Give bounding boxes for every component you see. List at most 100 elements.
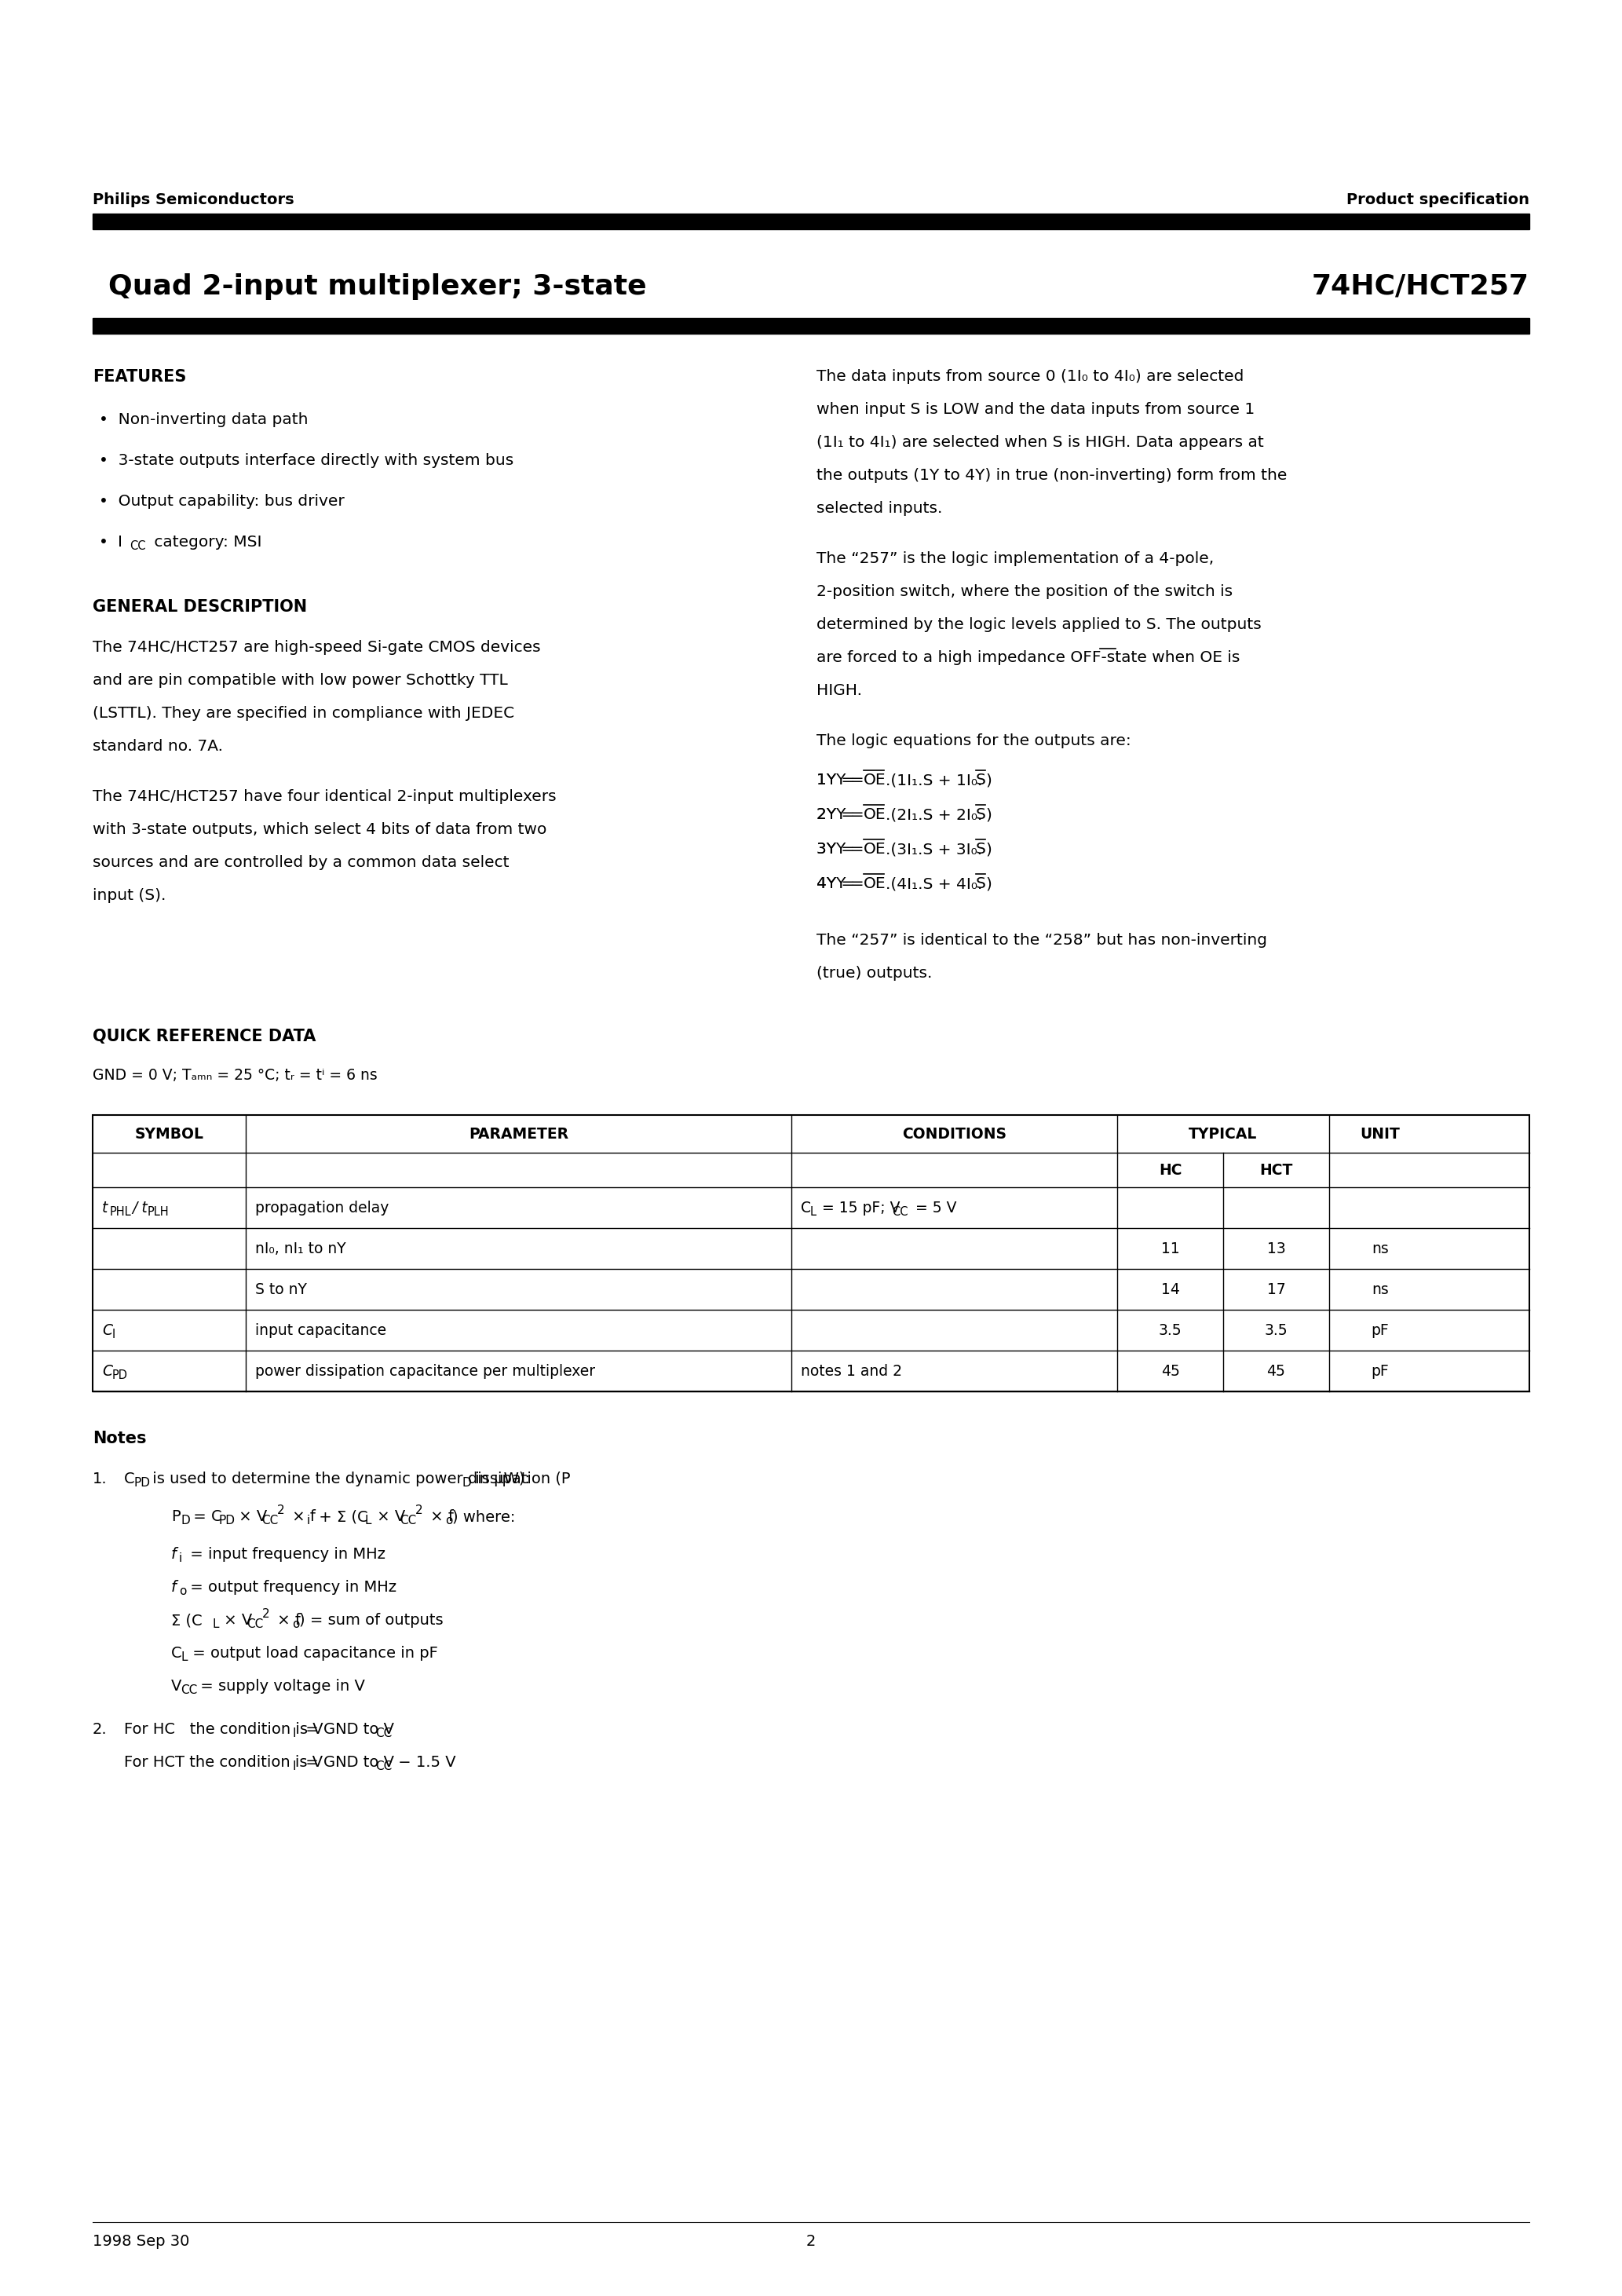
- Text: CC: CC: [375, 1727, 393, 1740]
- Text: PARAMETER: PARAMETER: [469, 1127, 568, 1141]
- Text: category: MSI: category: MSI: [149, 535, 261, 549]
- Text: PD: PD: [219, 1515, 235, 1527]
- Text: •  Output capability: bus driver: • Output capability: bus driver: [99, 494, 344, 510]
- Text: S: S: [976, 774, 986, 788]
- Text: = GND to V: = GND to V: [300, 1754, 394, 1770]
- Text: 2-position switch, where the position of the switch is: 2-position switch, where the position of…: [816, 583, 1233, 599]
- Text: S to nY: S to nY: [255, 1281, 307, 1297]
- Text: i: i: [178, 1552, 182, 1564]
- Text: 14: 14: [1161, 1281, 1179, 1297]
- Text: .(1I₁.S + 1I₀.: .(1I₁.S + 1I₀.: [886, 774, 983, 788]
- Text: = output load capacitance in pF: = output load capacitance in pF: [188, 1646, 438, 1660]
- Text: 11: 11: [1161, 1242, 1179, 1256]
- Text: 2: 2: [415, 1504, 423, 1515]
- Text: × V: × V: [234, 1508, 268, 1525]
- Text: is used to determine the dynamic power dissipation (P: is used to determine the dynamic power d…: [148, 1472, 571, 1486]
- Text: L: L: [180, 1651, 187, 1662]
- Text: power dissipation capacitance per multiplexer: power dissipation capacitance per multip…: [255, 1364, 595, 1378]
- Text: C: C: [123, 1472, 135, 1486]
- Text: input (S).: input (S).: [92, 889, 165, 902]
- Text: .(3I₁.S + 3I₀.: .(3I₁.S + 3I₀.: [886, 843, 983, 856]
- Text: standard no. 7A.: standard no. 7A.: [92, 739, 222, 753]
- Text: × V: × V: [219, 1612, 251, 1628]
- Text: sources and are controlled by a common data select: sources and are controlled by a common d…: [92, 854, 509, 870]
- Text: CC: CC: [399, 1515, 417, 1527]
- Text: V: V: [172, 1678, 182, 1694]
- Text: 1998 Sep 30: 1998 Sep 30: [92, 2234, 190, 2248]
- Text: The 74HC/HCT257 are high-speed Si-gate CMOS devices: The 74HC/HCT257 are high-speed Si-gate C…: [92, 641, 540, 654]
- Text: L: L: [811, 1205, 816, 1217]
- Text: OE: OE: [863, 877, 886, 891]
- Text: × f: × f: [287, 1508, 316, 1525]
- Text: propagation delay: propagation delay: [255, 1201, 389, 1215]
- Text: I: I: [118, 535, 123, 549]
- Text: (LSTTL). They are specified in compliance with JEDEC: (LSTTL). They are specified in complianc…: [92, 705, 514, 721]
- Text: L: L: [212, 1619, 219, 1630]
- Text: (1I₁ to 4I₁) are selected when S is HIGH. Data appears at: (1I₁ to 4I₁) are selected when S is HIGH…: [816, 434, 1264, 450]
- Text: when input S is LOW and the data inputs from source 1: when input S is LOW and the data inputs …: [816, 402, 1255, 418]
- Text: QUICK REFERENCE DATA: QUICK REFERENCE DATA: [92, 1029, 316, 1045]
- Text: I: I: [112, 1327, 115, 1341]
- Text: 45: 45: [1161, 1364, 1179, 1378]
- Text: selected inputs.: selected inputs.: [816, 501, 942, 517]
- Text: 4Y =: 4Y =: [816, 877, 860, 891]
- Text: 3Y =: 3Y =: [816, 843, 860, 856]
- Text: Notes: Notes: [92, 1430, 146, 1446]
- Text: Quad 2-input multiplexer; 3-state: Quad 2-input multiplexer; 3-state: [109, 273, 647, 301]
- Text: o: o: [292, 1619, 300, 1630]
- Text: CC: CC: [892, 1205, 908, 1217]
- Text: determined by the logic levels applied to S. The outputs: determined by the logic levels applied t…: [816, 618, 1262, 631]
- Text: ): ): [986, 808, 993, 822]
- Text: UNIT: UNIT: [1361, 1127, 1400, 1141]
- Text: and are pin compatible with low power Schottky TTL: and are pin compatible with low power Sc…: [92, 673, 508, 689]
- Text: PLH: PLH: [148, 1205, 169, 1217]
- Text: are forced to a high impedance OFF-state when OE is: are forced to a high impedance OFF-state…: [816, 650, 1239, 666]
- Text: × f: × f: [425, 1508, 454, 1525]
- Text: = output frequency in MHz: = output frequency in MHz: [185, 1580, 396, 1596]
- Text: OE: OE: [863, 843, 886, 856]
- Text: pF: pF: [1371, 1364, 1388, 1378]
- Text: 3.5: 3.5: [1265, 1322, 1288, 1339]
- Text: notes 1 and 2: notes 1 and 2: [801, 1364, 902, 1378]
- Text: ): ): [986, 877, 993, 891]
- Text: Philips Semiconductors: Philips Semiconductors: [92, 193, 294, 207]
- Text: − 1.5 V: − 1.5 V: [393, 1754, 456, 1770]
- Text: 2: 2: [806, 2234, 816, 2248]
- Text: × V: × V: [371, 1508, 406, 1525]
- Text: (true) outputs.: (true) outputs.: [816, 967, 933, 980]
- Text: f: f: [172, 1548, 177, 1561]
- Text: ns: ns: [1372, 1242, 1388, 1256]
- Text: •  Non-inverting data path: • Non-inverting data path: [99, 413, 308, 427]
- Text: 2: 2: [263, 1607, 269, 1621]
- Text: nI₀, nI₁ to nY: nI₀, nI₁ to nY: [255, 1242, 345, 1256]
- Text: L: L: [365, 1515, 371, 1527]
- Text: o: o: [444, 1515, 453, 1527]
- Text: For HCT the condition is V: For HCT the condition is V: [123, 1754, 323, 1770]
- Text: P: P: [172, 1508, 180, 1525]
- Text: PD: PD: [112, 1368, 128, 1380]
- Text: .(2I₁.S + 2I₀.: .(2I₁.S + 2I₀.: [886, 808, 983, 822]
- Text: The “257” is identical to the “258” but has non-inverting: The “257” is identical to the “258” but …: [816, 932, 1267, 948]
- Text: ): ): [986, 843, 993, 856]
- Text: = supply voltage in V: = supply voltage in V: [196, 1678, 365, 1694]
- Text: CC: CC: [180, 1685, 198, 1697]
- Text: S: S: [976, 877, 986, 891]
- Text: HCT: HCT: [1260, 1162, 1293, 1178]
- Text: ) where:: ) where:: [453, 1508, 516, 1525]
- Text: the outputs (1Y to 4Y) in true (non-inverting) form from the: the outputs (1Y to 4Y) in true (non-inve…: [816, 468, 1288, 482]
- Text: ): ): [986, 774, 993, 788]
- Text: = C: = C: [188, 1508, 222, 1525]
- Text: C: C: [102, 1364, 112, 1378]
- Text: OE: OE: [863, 774, 886, 788]
- Text: C: C: [172, 1646, 182, 1660]
- Text: Σ (C: Σ (C: [172, 1612, 203, 1628]
- Text: o: o: [178, 1584, 187, 1598]
- Text: with 3-state outputs, which select 4 bits of data from two: with 3-state outputs, which select 4 bit…: [92, 822, 547, 838]
- Text: PD: PD: [133, 1476, 149, 1488]
- Text: Product specification: Product specification: [1346, 193, 1530, 207]
- Text: D: D: [180, 1515, 190, 1527]
- Text: 3.5: 3.5: [1158, 1322, 1182, 1339]
- Text: OE: OE: [863, 808, 886, 822]
- Text: GENERAL DESCRIPTION: GENERAL DESCRIPTION: [92, 599, 307, 615]
- Text: 2.: 2.: [92, 1722, 107, 1736]
